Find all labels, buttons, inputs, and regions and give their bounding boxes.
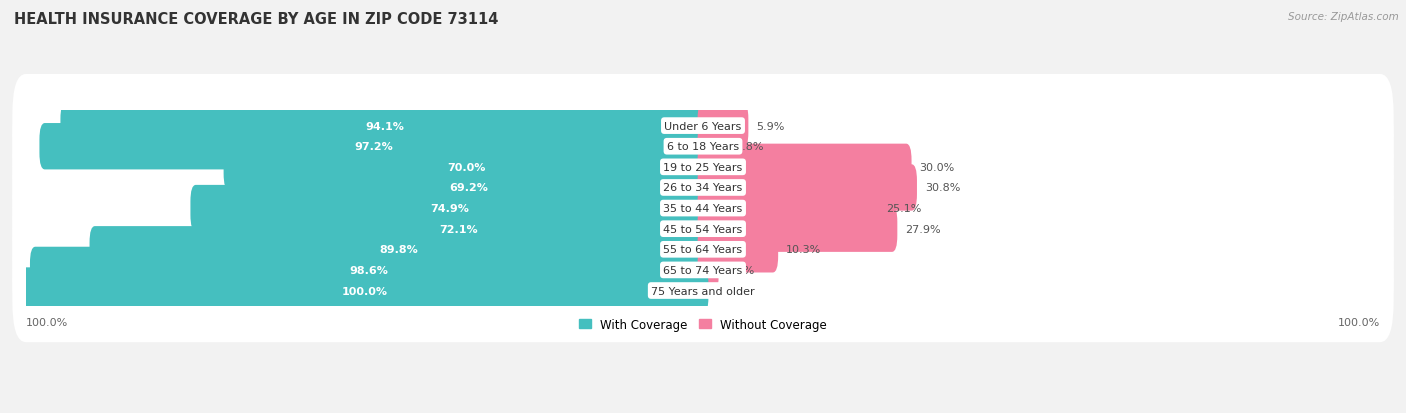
FancyBboxPatch shape [209,206,709,252]
Text: 5.9%: 5.9% [756,121,785,131]
Text: 75 Years and older: 75 Years and older [651,286,755,296]
Text: 55 to 64 Years: 55 to 64 Years [664,245,742,255]
Text: 74.9%: 74.9% [430,204,468,214]
FancyBboxPatch shape [60,103,709,150]
FancyBboxPatch shape [697,185,879,232]
Text: 19 to 25 Years: 19 to 25 Years [664,162,742,172]
Text: 2.8%: 2.8% [735,142,763,152]
Text: 72.1%: 72.1% [440,224,478,234]
Text: 89.8%: 89.8% [380,245,419,255]
Text: Under 6 Years: Under 6 Years [665,121,741,131]
FancyBboxPatch shape [13,198,1393,301]
Text: 30.0%: 30.0% [920,162,955,172]
FancyBboxPatch shape [39,124,709,170]
FancyBboxPatch shape [229,165,709,211]
Text: Source: ZipAtlas.com: Source: ZipAtlas.com [1288,12,1399,22]
Text: 1.5%: 1.5% [727,265,755,275]
Text: HEALTH INSURANCE COVERAGE BY AGE IN ZIP CODE 73114: HEALTH INSURANCE COVERAGE BY AGE IN ZIP … [14,12,499,27]
Text: 0.0%: 0.0% [717,286,745,296]
FancyBboxPatch shape [190,185,709,232]
FancyBboxPatch shape [13,239,1393,342]
FancyBboxPatch shape [697,144,911,190]
FancyBboxPatch shape [13,95,1393,198]
Text: 98.6%: 98.6% [350,265,388,275]
Text: 100.0%: 100.0% [25,317,67,327]
Text: 94.1%: 94.1% [366,121,404,131]
FancyBboxPatch shape [697,124,727,170]
FancyBboxPatch shape [697,227,778,273]
FancyBboxPatch shape [224,144,709,190]
Text: 69.2%: 69.2% [450,183,488,193]
Text: 97.2%: 97.2% [354,142,394,152]
FancyBboxPatch shape [13,75,1393,178]
Text: 100.0%: 100.0% [1339,317,1381,327]
FancyBboxPatch shape [13,136,1393,240]
FancyBboxPatch shape [697,165,917,211]
Text: 25.1%: 25.1% [887,204,922,214]
FancyBboxPatch shape [13,157,1393,260]
FancyBboxPatch shape [697,247,718,293]
Text: 6 to 18 Years: 6 to 18 Years [666,142,740,152]
FancyBboxPatch shape [21,268,709,314]
Text: 35 to 44 Years: 35 to 44 Years [664,204,742,214]
Text: 26 to 34 Years: 26 to 34 Years [664,183,742,193]
Text: 70.0%: 70.0% [447,162,485,172]
FancyBboxPatch shape [697,103,748,150]
Text: 65 to 74 Years: 65 to 74 Years [664,265,742,275]
Text: 10.3%: 10.3% [786,245,821,255]
FancyBboxPatch shape [13,116,1393,219]
FancyBboxPatch shape [13,219,1393,322]
Text: 45 to 54 Years: 45 to 54 Years [664,224,742,234]
FancyBboxPatch shape [697,206,897,252]
Text: 100.0%: 100.0% [342,286,388,296]
Text: 27.9%: 27.9% [905,224,941,234]
FancyBboxPatch shape [90,227,709,273]
FancyBboxPatch shape [13,178,1393,281]
Text: 30.8%: 30.8% [925,183,960,193]
Legend: With Coverage, Without Coverage: With Coverage, Without Coverage [574,313,832,335]
FancyBboxPatch shape [30,247,709,293]
